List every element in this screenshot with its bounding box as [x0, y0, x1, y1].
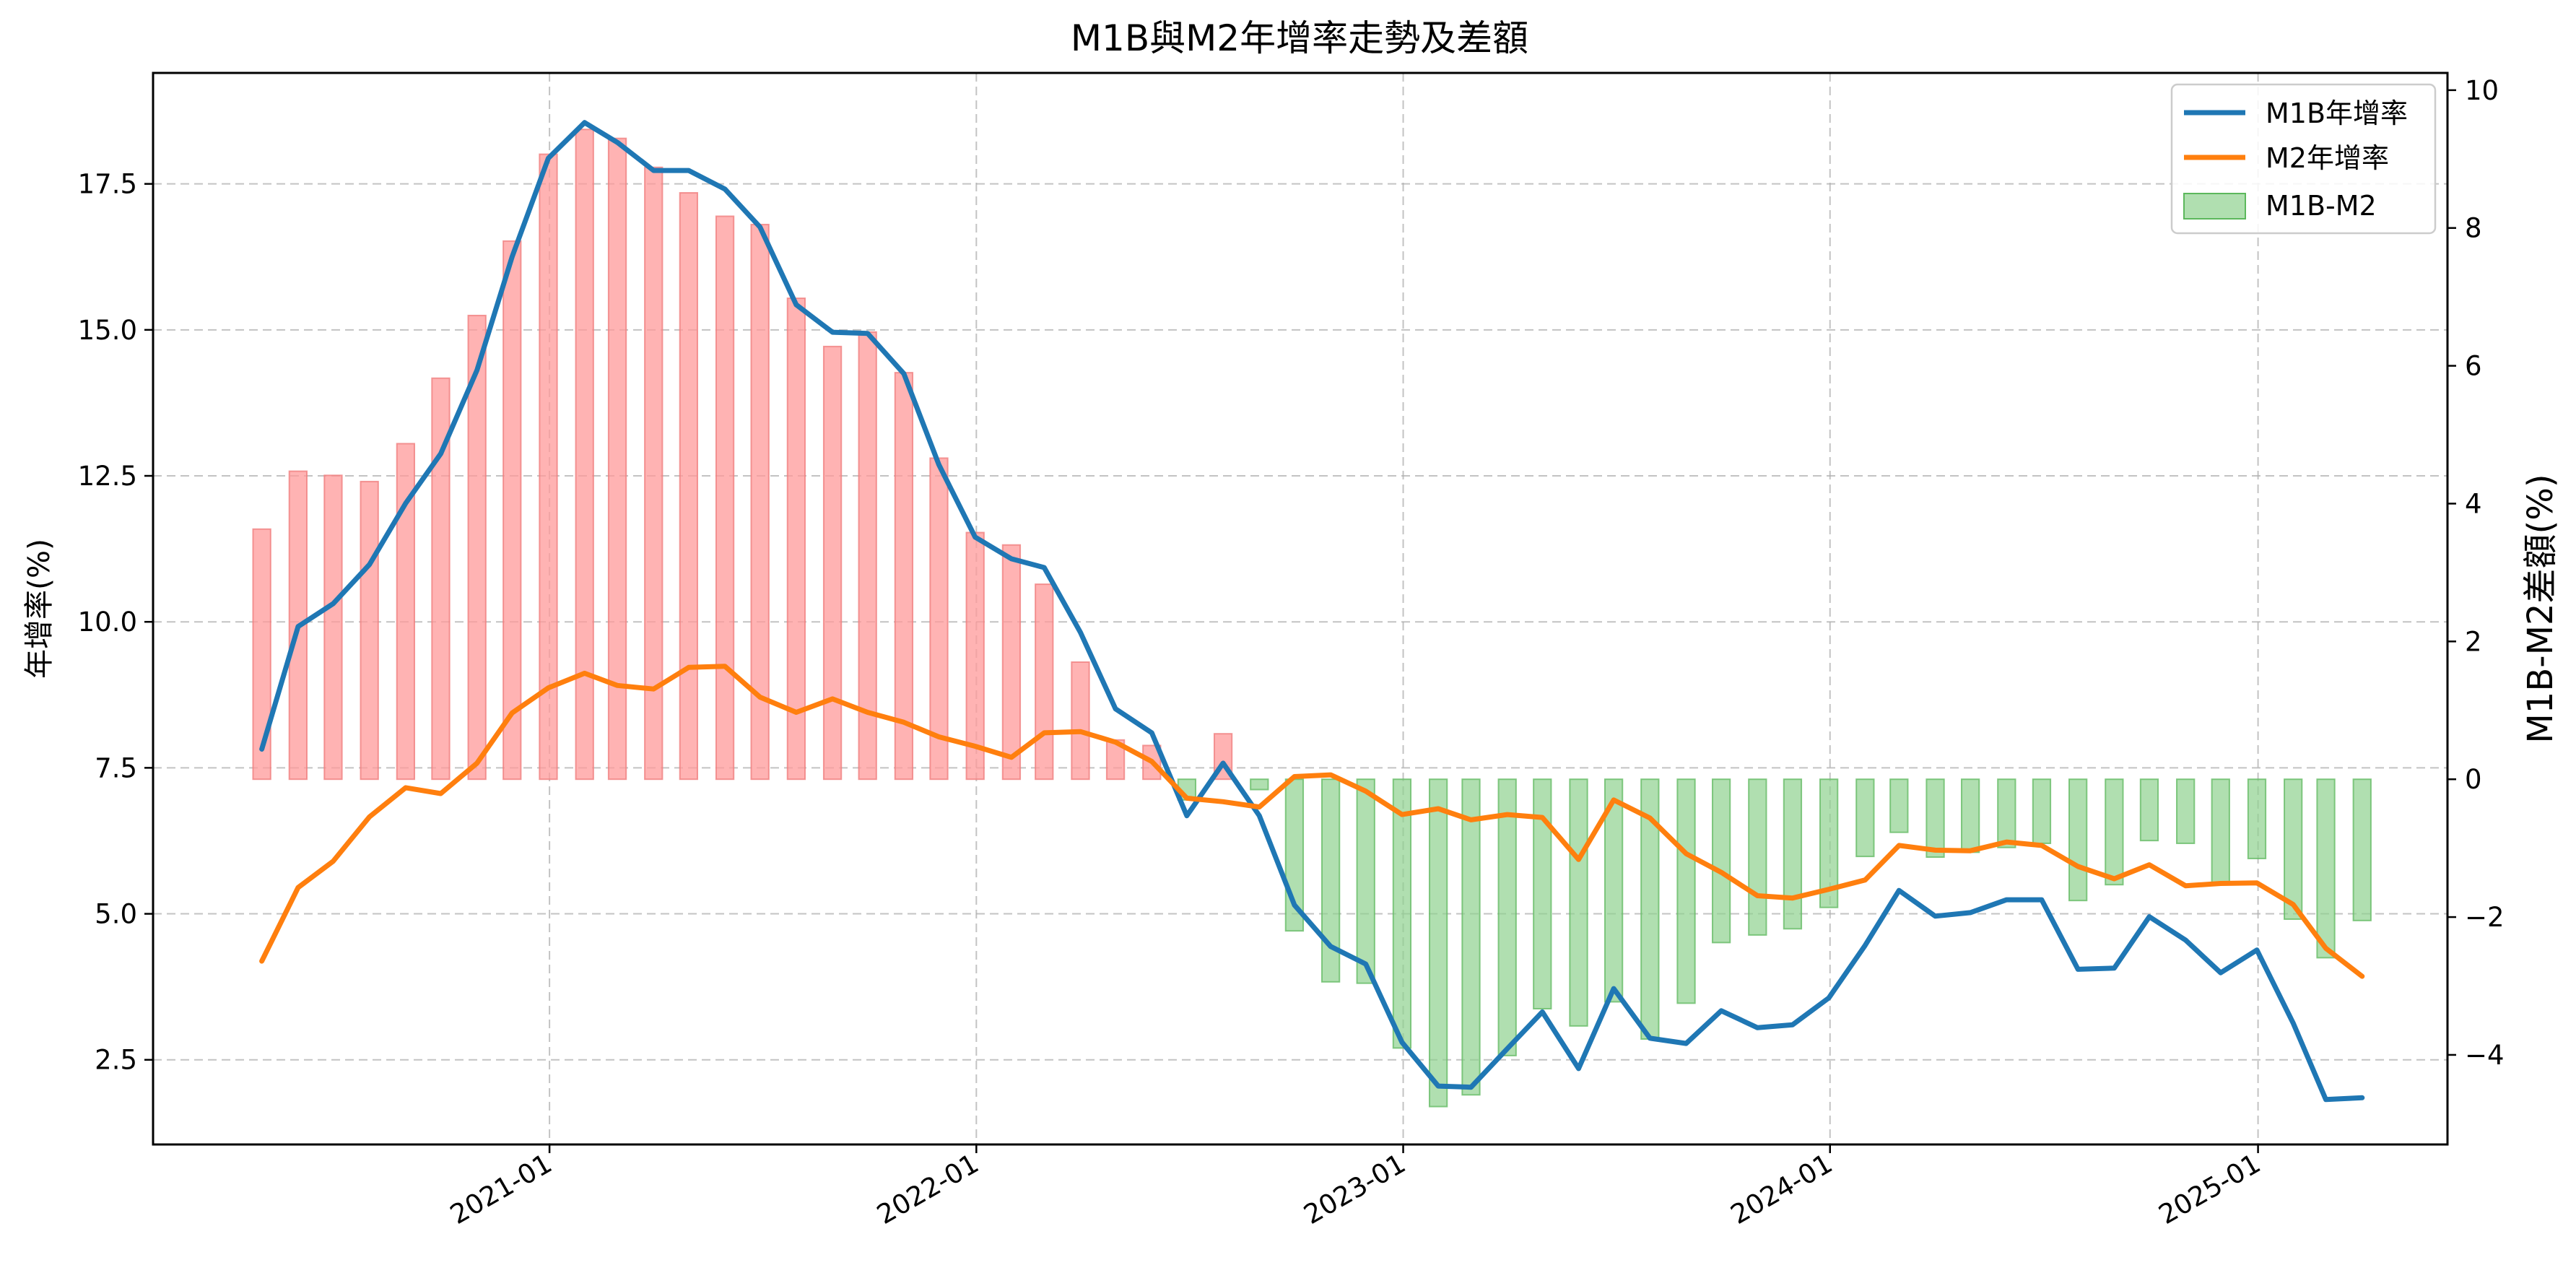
bar-diff [2211, 778, 2230, 886]
bar-diff [1926, 778, 1945, 859]
bar-diff [2176, 778, 2196, 844]
bar-diff [1356, 778, 1375, 984]
bar-diff [575, 129, 594, 781]
bar-diff [1783, 778, 1803, 930]
bar-diff [1250, 778, 1269, 791]
legend-label-diff: M1B-M2 [2266, 190, 2377, 222]
bar-diff [1533, 778, 1552, 1009]
bar-diff [1035, 583, 1054, 781]
bar-diff [1604, 778, 1624, 1003]
bar-diff [679, 192, 699, 781]
plot-frame [152, 71, 2449, 1146]
bar-diff [2139, 778, 2159, 842]
y-tick-label-right: 8 [2465, 213, 2482, 244]
bar-diff [965, 531, 985, 781]
bar-diff [2284, 778, 2303, 920]
chart-title: M1B與M2年增率走勢及差額 [1071, 17, 1528, 59]
bar-diff [2316, 778, 2336, 959]
y-tick-label-right: 4 [2465, 488, 2482, 519]
y-tick-label-left: 15.0 [78, 315, 137, 346]
bar-diff [1461, 778, 1481, 1096]
bar-diff [323, 474, 343, 781]
bar-diff [750, 223, 770, 781]
y-axis-left-label: 年增率(%) [22, 539, 56, 679]
bar-diff [929, 457, 949, 781]
bar-diff [2068, 778, 2088, 902]
y-tick-label-left: 2.5 [95, 1045, 137, 1076]
y-tick-label-right: −4 [2465, 1040, 2505, 1071]
bar-diff [1001, 544, 1022, 781]
legend-label-m2: M2年增率 [2266, 142, 2389, 174]
y-tick-label-left: 5.0 [95, 899, 137, 930]
bar-diff [858, 331, 877, 781]
bar-diff [467, 314, 487, 781]
bar-diff [1497, 778, 1517, 1056]
bar-diff [2352, 778, 2372, 921]
legend: M1B年增率 M2年增率 M1B-M2 [2170, 83, 2437, 235]
bar-diff [396, 443, 416, 781]
bar-diff [715, 215, 735, 781]
bar-diff [2032, 778, 2052, 844]
bar-diff [1889, 778, 1909, 833]
series-line-m1b [259, 120, 2365, 1103]
bar-diff [502, 240, 522, 781]
bar-diff [539, 153, 558, 781]
bar-diff [1392, 778, 1412, 1049]
y-tick-label-right: 2 [2465, 626, 2482, 657]
y-tick-label-right: 0 [2465, 764, 2482, 795]
bar-diff [1855, 778, 1875, 858]
bar-diff [1997, 778, 2016, 848]
y-axis-right-label: M1B-M2差額(%) [2520, 474, 2561, 743]
y-tick-label-left: 17.5 [78, 169, 137, 200]
y-tick-label-right: 6 [2465, 351, 2482, 382]
y-tick-label-right: 10 [2465, 75, 2499, 106]
y-tick-label-left: 12.5 [78, 461, 137, 492]
bar-diff [2105, 778, 2124, 886]
legend-swatch-diff [2183, 193, 2246, 220]
bar-diff [1676, 778, 1696, 1004]
legend-label-m1b: M1B年增率 [2266, 97, 2408, 129]
bar-diff [1071, 661, 1090, 781]
bar-diff [822, 345, 843, 781]
bar-diff [1960, 778, 1980, 853]
series-line-m2 [259, 664, 2365, 979]
y-tick-label-left: 7.5 [95, 752, 137, 783]
bar-diff [2247, 778, 2267, 859]
bar-diff [1428, 778, 1448, 1108]
y-tick-label-right: −2 [2465, 902, 2505, 933]
bar-diff [1711, 778, 1731, 944]
bar-diff [786, 297, 806, 781]
bar-diff [1569, 778, 1588, 1027]
bar-diff [431, 377, 451, 781]
y-tick-label-left: 10.0 [78, 607, 137, 638]
bar-diff [360, 480, 379, 781]
bar-diff [1748, 778, 1767, 936]
bar-diff [607, 137, 627, 781]
